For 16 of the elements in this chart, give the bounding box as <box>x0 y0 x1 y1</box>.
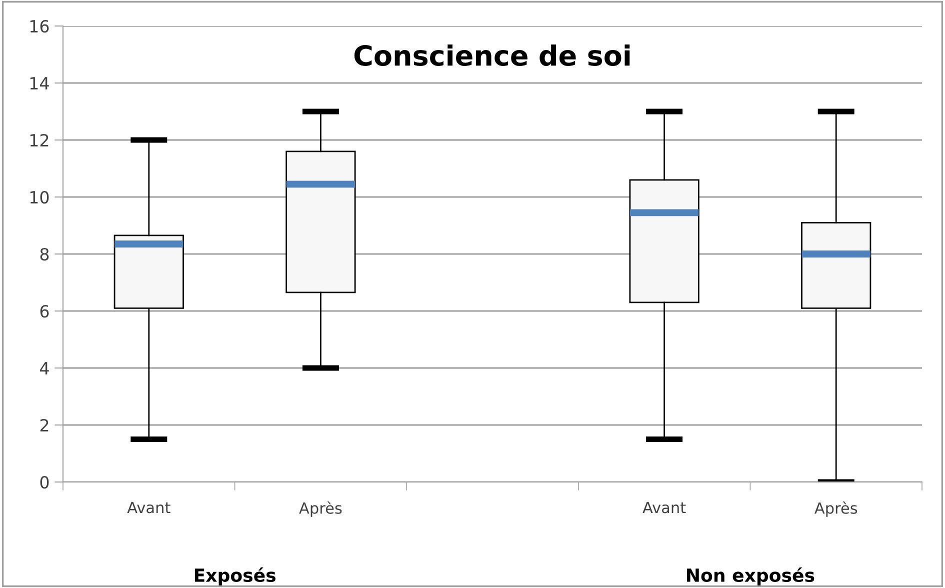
y-tick-label: 16 <box>30 20 49 33</box>
x-tick-label: Avant <box>127 502 170 514</box>
y-tick-label: 2 <box>40 418 48 432</box>
y-tick-label: 4 <box>40 362 49 374</box>
y-tick-label: 0 <box>40 476 49 489</box>
text: Non exposés <box>687 567 814 586</box>
y-tick-label: 8 <box>40 248 49 261</box>
y-tick-label: 10 <box>30 190 49 204</box>
y-tick-label: 6 <box>40 304 49 318</box>
y-tick-label: 14 <box>30 77 49 90</box>
x-tick-label: Après <box>814 501 858 517</box>
text: Conscience de soi <box>354 44 630 66</box>
x-tick-label: Après <box>299 501 342 517</box>
text: Exposés <box>194 567 276 586</box>
y-tick-label: 12 <box>30 134 48 146</box>
x-tick-label: Avant <box>642 502 686 514</box>
